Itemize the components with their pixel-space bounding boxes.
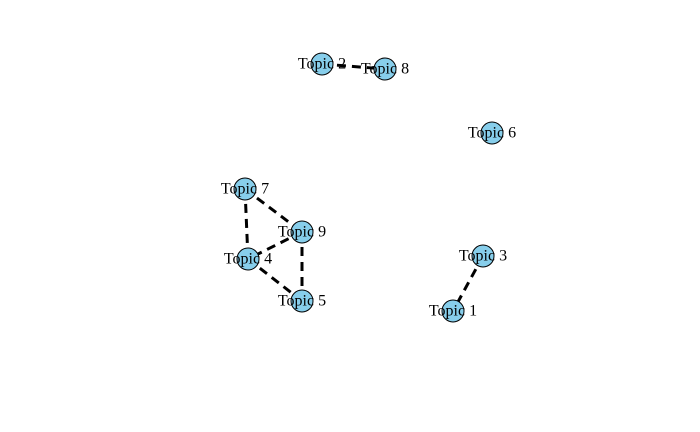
node-label: Topic 8 <box>361 61 409 78</box>
node-t5: Topic 5 <box>278 289 326 313</box>
nodes-layer: Topic 1 Topic 2 Topic 3 Topic 4 Topic 5 Topic… <box>221 52 516 323</box>
node-t1: Topic 1 <box>429 299 477 323</box>
node-label: Topic 1 <box>429 303 477 320</box>
node-t8: Topic 8 <box>361 57 409 81</box>
node-label: Topic 5 <box>278 293 326 310</box>
node-label: Topic 7 <box>221 181 269 198</box>
node-circle <box>290 289 314 313</box>
edge-t7-t4 <box>243 188 250 260</box>
edges-layer <box>243 62 485 312</box>
node-t7: Topic 7 <box>221 177 269 201</box>
node-t9: Topic 9 <box>278 220 326 244</box>
node-circle <box>471 244 495 268</box>
node-t6: Topic 6 <box>468 121 516 145</box>
node-t3: Topic 3 <box>459 244 507 268</box>
node-label: Topic 4 <box>224 251 272 268</box>
node-t2: Topic 2 <box>298 52 346 76</box>
node-circle <box>236 247 260 271</box>
node-circle <box>373 57 397 81</box>
node-circle <box>233 177 257 201</box>
node-circle <box>290 220 314 244</box>
node-label: Topic 2 <box>298 56 346 73</box>
edge-t4-t5 <box>247 257 303 303</box>
node-label: Topic 3 <box>459 248 507 265</box>
node-label: Topic 9 <box>278 224 326 241</box>
node-circle <box>480 121 504 145</box>
node-circle <box>310 52 334 76</box>
node-circle <box>441 299 465 323</box>
node-t4: Topic 4 <box>224 247 272 271</box>
node-label: Topic 6 <box>468 125 516 142</box>
edge-t7-t9 <box>244 187 303 234</box>
